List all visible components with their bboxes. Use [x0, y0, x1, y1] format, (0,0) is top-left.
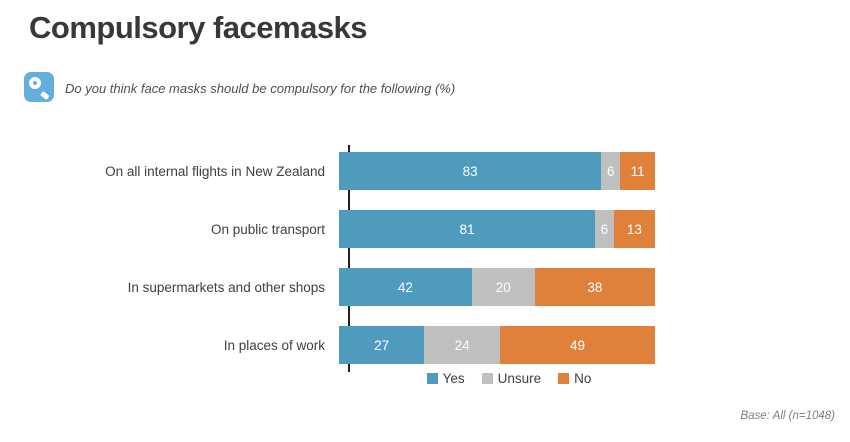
bar-value-label: 42	[397, 279, 413, 295]
base-note: Base: All (n=1048)	[740, 410, 835, 422]
bar-value-label: 13	[626, 221, 642, 237]
bar-segment-no: 38	[534, 268, 655, 306]
legend-item-no: No	[558, 371, 591, 386]
bar-value-label: 6	[606, 163, 615, 179]
bar-value-label: 81	[459, 221, 475, 237]
page-title: Compulsory facemasks	[29, 10, 368, 45]
bar-track: 81 6 13	[339, 210, 655, 248]
legend-label: Yes	[442, 371, 465, 386]
category-label: On all internal flights in New Zealand	[105, 163, 325, 179]
chart-row: On public transport 81 6 13	[70, 210, 670, 248]
legend-item-yes: Yes	[426, 371, 465, 386]
legend-item-unsure: Unsure	[481, 371, 542, 386]
bar-segment-no: 11	[620, 152, 655, 190]
bar-segment-unsure: 6	[594, 210, 614, 248]
bar-segment-no: 13	[613, 210, 655, 248]
question-logo-icon	[24, 72, 54, 102]
bar-track: 83 6 11	[339, 152, 655, 190]
chart-row: In places of work 27 24 49	[70, 326, 670, 364]
bar-value-label: 49	[570, 337, 586, 353]
bar-segment-unsure: 6	[601, 152, 621, 190]
category-label: In supermarkets and other shops	[127, 279, 325, 295]
bar-track: 27 24 49	[339, 326, 655, 364]
legend-swatch-icon	[558, 373, 570, 384]
bar-segment-yes: 42	[339, 268, 472, 306]
bar-value-label: 83	[462, 163, 478, 179]
bar-segment-no: 49	[500, 326, 655, 364]
bar-segment-yes: 27	[339, 326, 425, 364]
category-label: On public transport	[210, 221, 325, 237]
legend-swatch-icon	[481, 373, 493, 384]
bar-segment-yes: 81	[339, 210, 595, 248]
bar-value-label: 38	[587, 279, 603, 295]
survey-question-text: Do you think face masks should be compul…	[65, 80, 456, 96]
q-glyph-tail	[40, 90, 50, 99]
chart-row: In supermarkets and other shops 42 20 38	[70, 268, 670, 306]
bar-value-label: 27	[374, 337, 390, 353]
category-label: In places of work	[223, 337, 325, 353]
legend-label: Unsure	[497, 371, 542, 386]
bar-segment-unsure: 24	[424, 326, 501, 364]
question-row: Do you think face masks should be compul…	[24, 72, 455, 102]
bar-value-label: 20	[495, 279, 511, 295]
bar-segment-yes: 83	[339, 152, 602, 190]
bar-value-label: 11	[630, 163, 645, 179]
legend-swatch-icon	[426, 373, 438, 384]
bar-value-label: 24	[454, 337, 470, 353]
chart-rows: On all internal flights in New Zealand 83…	[70, 152, 670, 364]
bar-segment-unsure: 20	[471, 268, 535, 306]
bar-value-label: 6	[600, 221, 609, 237]
chart-legend: Yes Unsure No	[351, 371, 667, 386]
chart-y-axis-line	[348, 145, 350, 372]
bar-track: 42 20 38	[339, 268, 655, 306]
q-glyph-ring	[29, 77, 41, 89]
chart-row: On all internal flights in New Zealand 83…	[70, 152, 670, 190]
legend-label: No	[574, 371, 592, 386]
